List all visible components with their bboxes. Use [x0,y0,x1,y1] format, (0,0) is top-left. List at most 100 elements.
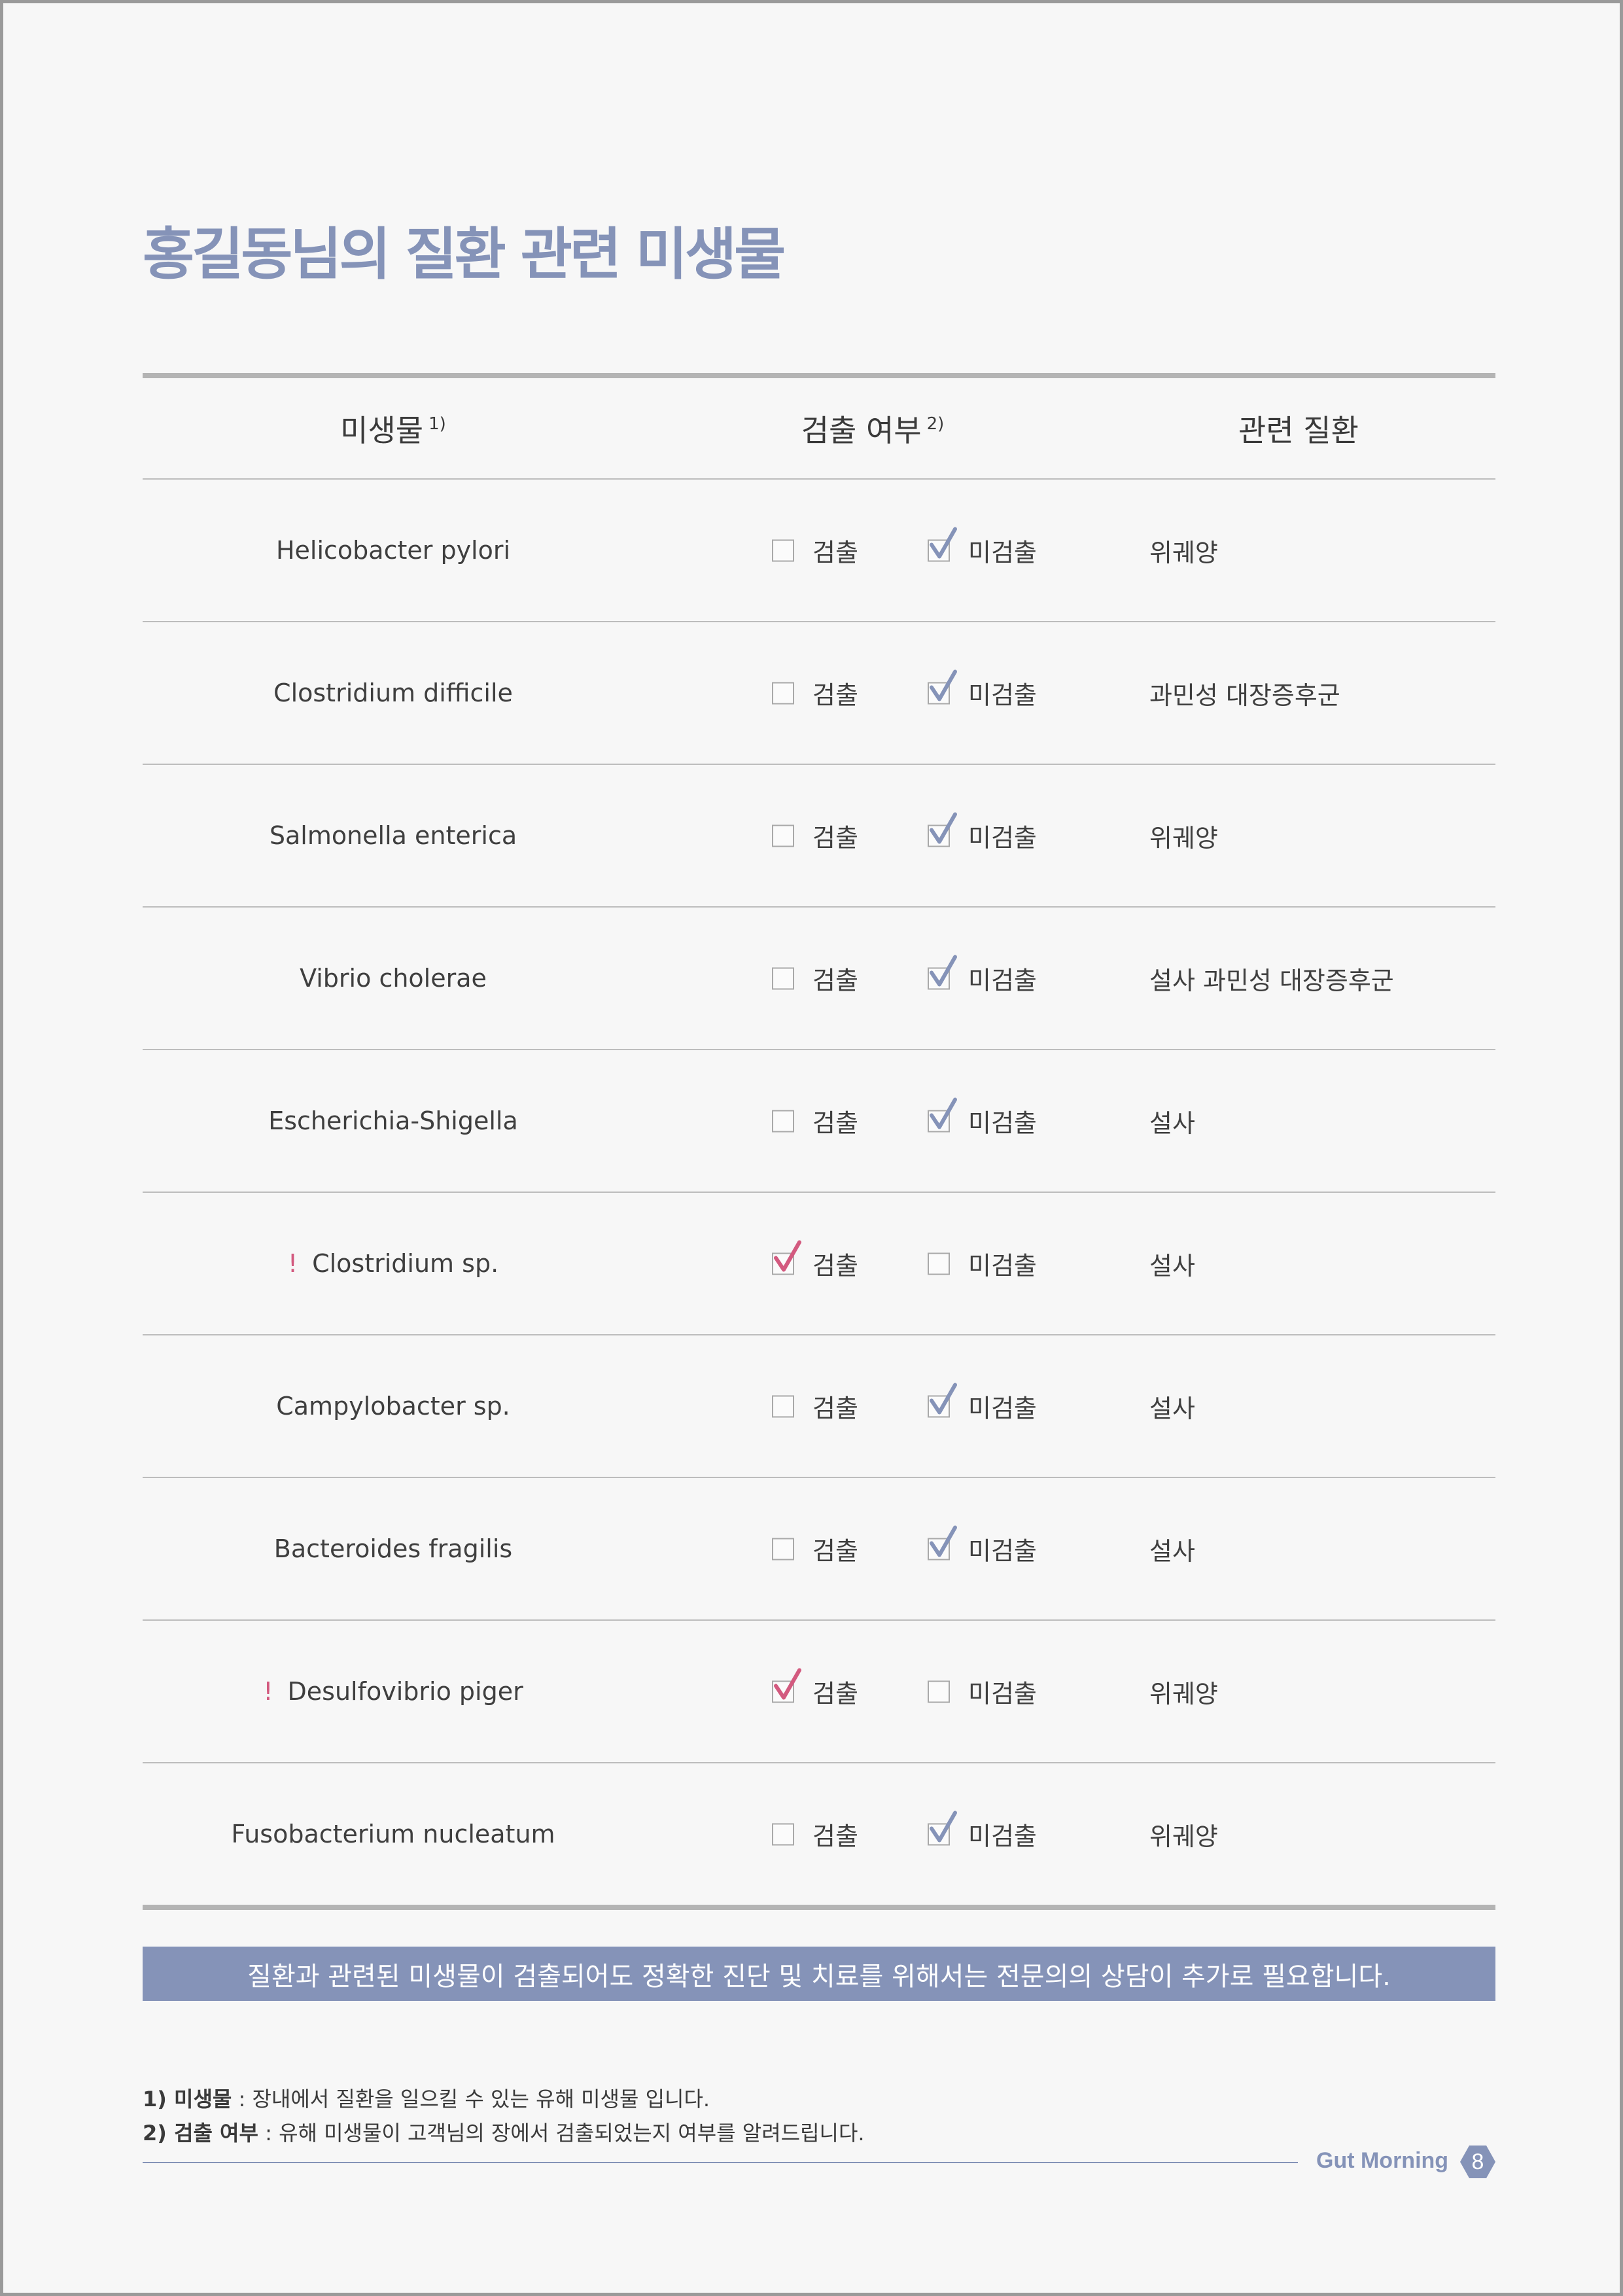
microbe-name-cell: Fusobacterium nucleatum [143,1820,644,1848]
footnotes: 1) 미생물 : 장내에서 질환을 일으킬 수 있는 유해 미생물 입니다. 2… [143,2082,865,2150]
detected-label: 검출 [812,966,858,995]
not-detected-label: 미검출 [968,1108,1037,1138]
detected-checkbox[interactable] [772,824,794,847]
microbe-name-cell: Bacteroides fragilis [143,1534,644,1563]
related-disease: 설사 [1149,1536,1195,1566]
page-number: 8 [1471,2149,1484,2174]
not-detected-label: 미검출 [968,1536,1037,1566]
detection-cell: 검출 미검출 [644,908,1102,1049]
footnote-1-term: 1) 미생물 [143,2087,232,2111]
detected-label: 검출 [812,538,858,567]
related-disease: 설사 [1149,1394,1195,1423]
detected-label: 검출 [812,1679,858,1708]
not-detected-checkbox[interactable] [928,1383,957,1417]
not-detected-label: 미검출 [968,823,1037,853]
microbe-name-cell: Vibrio cholerae [143,964,644,993]
detected-label: 검출 [812,1822,858,1851]
option-not-detected: 미검출 [928,1246,1037,1282]
detection-cell: 검출 미검출 [644,1335,1102,1477]
not-detected-checkbox[interactable] [928,955,957,989]
detection-cell: 검출 미검출 [644,765,1102,906]
microbe-name: Clostridium difficile [273,679,513,707]
header-disease: 관련 질환 [1102,407,1495,450]
detected-checkbox[interactable] [772,682,794,704]
not-detected-checkbox[interactable] [928,669,957,704]
check-mark-icon [930,955,957,986]
option-detected: 검출 [772,1816,858,1852]
header-microbe-label: 미생물 [340,412,424,448]
option-detected: 검출 [772,675,858,711]
detected-checkbox[interactable] [772,1823,794,1845]
detected-label: 검출 [812,1536,858,1566]
footnote-2-term: 2) 검출 여부 [143,2121,258,2146]
not-detected-label: 미검출 [968,680,1037,710]
detection-cell: 검출 미검출 [644,1621,1102,1762]
option-detected: 검출 [772,1668,858,1710]
table-row: ! Clostridium sp. 검출 미검출 설사 [143,1193,1495,1335]
detection-cell: 검출 미검출 [644,1193,1102,1334]
not-detected-checkbox[interactable] [928,1252,950,1275]
microbe-name: Clostridium sp. [312,1249,499,1278]
microbe-name: Desulfovibrio piger [287,1677,523,1706]
detected-checkbox[interactable] [772,967,794,989]
not-detected-checkbox[interactable] [928,1810,957,1845]
microbe-name: Campylobacter sp. [276,1392,510,1421]
microbe-name: Vibrio cholerae [300,964,487,993]
detected-checkbox[interactable] [772,1240,801,1275]
table-header: 미생물 1) 검출 여부 2) 관련 질환 [143,378,1495,480]
detected-label: 검출 [812,1251,858,1280]
microbe-name: Fusobacterium nucleatum [231,1820,555,1848]
detected-checkbox[interactable] [772,1110,794,1132]
detected-checkbox[interactable] [772,1668,801,1703]
detected-checkbox[interactable] [772,539,794,561]
not-detected-label: 미검출 [968,1679,1037,1708]
header-microbe: 미생물 1) [143,407,644,450]
not-detected-checkbox[interactable] [928,1097,957,1132]
table-body: Helicobacter pylori 검출 미검출 위궤양 Clostridium d… [143,480,1495,1905]
table-row: Clostridium difficile 검출 미검출 과민성 대장증후군 [143,622,1495,765]
detection-cell: 검출 미검출 [644,1763,1102,1905]
advice-banner: 질환과 관련된 미생물이 검출되어도 정확한 진단 및 치료를 위해서는 전문의… [143,1947,1495,2001]
option-detected: 검출 [772,533,858,569]
footnote-1-text: : 장내에서 질환을 일으킬 수 있는 유해 미생물 입니다. [232,2087,710,2111]
not-detected-checkbox[interactable] [928,1680,950,1703]
table-row: Helicobacter pylori 검출 미검출 위궤양 [143,480,1495,622]
not-detected-checkbox[interactable] [928,527,957,561]
alert-icon: ! [287,1249,298,1278]
microbe-name-cell: ! Desulfovibrio piger [143,1677,644,1706]
table-row: Vibrio cholerae 검출 미검출 설사 과민성 대장증후군 [143,908,1495,1050]
not-detected-label: 미검출 [968,966,1037,995]
detected-checkbox[interactable] [772,1538,794,1560]
not-detected-checkbox[interactable] [928,812,957,847]
related-disease: 설사 [1149,1108,1195,1138]
microbe-name-cell: Clostridium difficile [143,679,644,707]
related-disease: 위궤양 [1149,538,1218,567]
table-row: Campylobacter sp. 검출 미검출 설사 [143,1335,1495,1478]
detection-cell: 검출 미검출 [644,622,1102,764]
related-disease: 위궤양 [1149,1679,1218,1708]
detected-label: 검출 [812,1108,858,1138]
option-not-detected: 미검출 [928,527,1037,569]
detected-label: 검출 [812,1394,858,1423]
page-title: 홍길동님의 질환 관련 미생물 [143,222,786,287]
footer-rule [143,2162,1298,2163]
related-disease: 설사 [1149,1251,1195,1280]
microbe-name-cell: Escherichia-Shigella [143,1106,644,1135]
option-detected: 검출 [772,1531,858,1567]
microbe-name: Escherichia-Shigella [268,1106,518,1135]
microbe-name: Helicobacter pylori [275,536,511,565]
option-not-detected: 미검출 [928,812,1037,854]
option-not-detected: 미검출 [928,955,1037,997]
not-detected-checkbox[interactable] [928,1525,957,1560]
table-row: Escherichia-Shigella 검출 미검출 설사 [143,1050,1495,1193]
table-bottom-rule [143,1905,1495,1910]
footnote-1: 1) 미생물 : 장내에서 질환을 일으킬 수 있는 유해 미생물 입니다. [143,2082,865,2116]
option-not-detected: 미검출 [928,1525,1037,1567]
detection-cell: 검출 미검출 [644,480,1102,621]
option-not-detected: 미검출 [928,1383,1037,1424]
microbe-name: Salmonella enterica [269,821,517,850]
check-mark-icon [930,1525,957,1557]
hexagon-icon [1460,2146,1495,2178]
detected-checkbox[interactable] [772,1395,794,1417]
footnote-2-text: : 유해 미생물이 고객님의 장에서 검출되었는지 여부를 알려드립니다. [258,2121,865,2146]
